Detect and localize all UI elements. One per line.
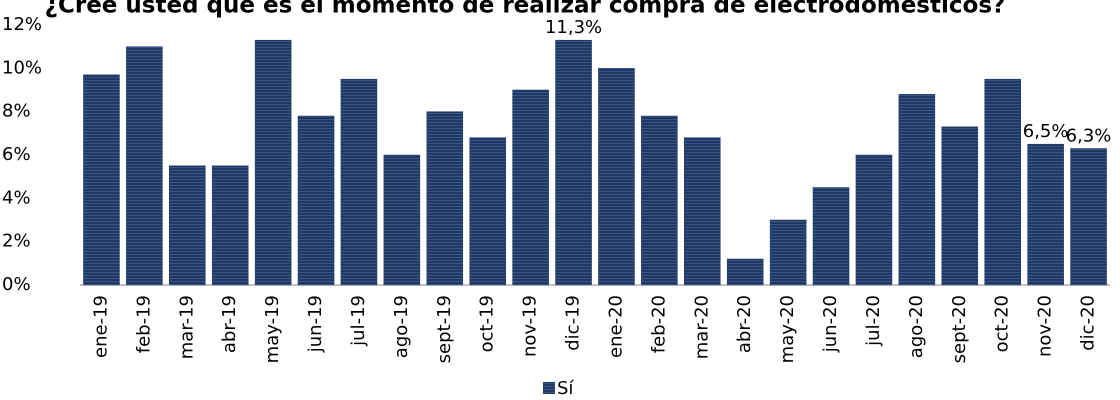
bar bbox=[641, 115, 678, 286]
x-tick-label: jul-20 bbox=[863, 295, 884, 347]
y-tick-label: 12% bbox=[2, 14, 42, 35]
data-label: 6,3% bbox=[1066, 126, 1112, 147]
bar bbox=[941, 126, 979, 286]
x-tick-label: dic-19 bbox=[563, 295, 584, 351]
x-tick-label: may-20 bbox=[777, 295, 798, 363]
x-tick-label: oct-19 bbox=[477, 295, 498, 352]
bar bbox=[684, 137, 721, 286]
x-tick-label: feb-20 bbox=[648, 295, 669, 353]
x-tick-label: jun-19 bbox=[305, 295, 326, 353]
x-tick-label: abr-20 bbox=[734, 295, 755, 353]
x-tick-label: ago-19 bbox=[391, 295, 412, 358]
x-tick-label: mar-19 bbox=[176, 295, 197, 359]
bar bbox=[1070, 148, 1107, 286]
legend-label: Sí bbox=[557, 378, 574, 399]
chart-title: ¿Cree usted que es el momento de realiza… bbox=[45, 0, 1006, 19]
x-tick-label: dic-20 bbox=[1078, 295, 1099, 351]
bar bbox=[126, 46, 163, 286]
y-tick-label: 0% bbox=[2, 274, 31, 295]
bar bbox=[469, 137, 506, 286]
x-tick-label: jun-20 bbox=[820, 295, 841, 353]
x-tick-label: sept-19 bbox=[434, 295, 455, 363]
x-tick-label: jul-19 bbox=[348, 295, 369, 347]
bar bbox=[297, 115, 335, 286]
bar bbox=[169, 165, 206, 286]
y-tick-label: 10% bbox=[2, 57, 42, 78]
x-tick-label: nov-20 bbox=[1035, 295, 1056, 357]
bar bbox=[426, 111, 464, 286]
x-tick-label: nov-19 bbox=[520, 295, 541, 357]
bar bbox=[726, 258, 764, 286]
y-tick-label: 8% bbox=[2, 101, 31, 122]
y-tick-label: 4% bbox=[2, 187, 31, 208]
x-tick-label: feb-19 bbox=[133, 295, 154, 353]
bar bbox=[383, 154, 421, 286]
bar bbox=[83, 74, 120, 286]
bar bbox=[1027, 143, 1064, 286]
x-tick-label: sept-20 bbox=[949, 295, 970, 363]
legend-swatch bbox=[543, 382, 555, 394]
bar bbox=[340, 78, 378, 286]
data-label: 11,3% bbox=[545, 17, 602, 38]
y-tick-label: 6% bbox=[2, 144, 31, 165]
bar bbox=[898, 94, 936, 286]
bar bbox=[598, 68, 635, 286]
bar bbox=[211, 165, 249, 286]
x-tick-label: mar-20 bbox=[691, 295, 712, 359]
data-label: 6,5% bbox=[1023, 121, 1069, 142]
x-tick-label: ago-20 bbox=[906, 295, 927, 358]
bar bbox=[984, 78, 1021, 286]
bar bbox=[254, 39, 292, 286]
x-tick-label: ene-19 bbox=[90, 295, 111, 358]
x-tick-label: ene-20 bbox=[605, 295, 626, 358]
x-tick-label: abr-19 bbox=[219, 295, 240, 353]
bar bbox=[512, 89, 549, 286]
x-tick-label: may-19 bbox=[262, 295, 283, 363]
bar bbox=[555, 39, 592, 286]
y-tick-label: 2% bbox=[2, 231, 31, 252]
bar bbox=[855, 154, 893, 286]
bar bbox=[812, 187, 850, 286]
bar bbox=[769, 219, 807, 286]
x-tick-label: oct-20 bbox=[992, 295, 1013, 352]
